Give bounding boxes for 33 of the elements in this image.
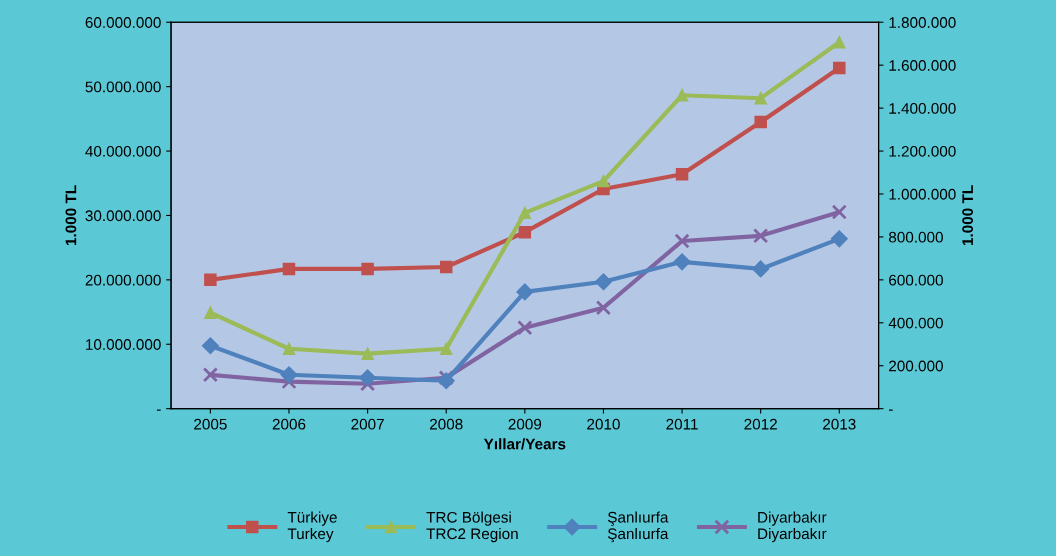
- y-tick-label: 20.000.000: [85, 274, 161, 286]
- y2-tick-label: 1.200.000: [889, 145, 956, 157]
- y2-tick-label: -: [888, 409, 893, 411]
- y2-tick-label: 200.000: [889, 360, 943, 372]
- y2-tick-label: 1.400.000: [889, 102, 956, 114]
- x-tick-label: 2006: [272, 418, 306, 430]
- y2-tick-label: 600.000: [889, 274, 943, 286]
- legend-label: Şanlıurfa Şanlıurfa: [607, 511, 669, 543]
- y2-tick-label: 1.800.000: [889, 17, 956, 28]
- y2-tick-label: 400.000: [888, 317, 943, 329]
- x-tick-label: 2010: [587, 418, 620, 430]
- y-tick-label: -: [156, 409, 161, 411]
- y-tick-label: 30.000.000: [85, 210, 161, 222]
- x-tick-label: 2011: [666, 418, 698, 430]
- x-tick-label: 2009: [508, 418, 542, 430]
- x-axis-title: Yıllar/Years: [483, 438, 566, 450]
- y-tick-label: 40.000.000: [85, 145, 161, 157]
- x-tick-label: 2012: [744, 418, 777, 430]
- x-tick-label: 2008: [430, 418, 463, 430]
- y-tick-label: 10.000.000: [86, 339, 161, 350]
- legend-label: Türkiye Turkey: [287, 511, 337, 543]
- y2-tick-label: 800.000: [888, 231, 943, 243]
- x-tick-label: 2013: [823, 418, 856, 430]
- legend-label: TRC Bölgesi TRC2 Region: [426, 511, 518, 543]
- legend-label: Diyarbakır Diyarbakır: [758, 511, 827, 543]
- y-tick-label: 60.000.000: [85, 17, 161, 28]
- x-tick-label: 2007: [351, 418, 384, 430]
- y2-axis-title: 1.000 TL: [962, 185, 974, 246]
- x-tick-label: 2005: [194, 418, 227, 430]
- y-axis-title: 1.000 TL: [65, 185, 77, 246]
- y2-tick-label: 1.600.000: [889, 60, 956, 71]
- y-tick-label: 50.000.000: [85, 81, 161, 93]
- y2-tick-label: 1.000.000: [889, 188, 956, 200]
